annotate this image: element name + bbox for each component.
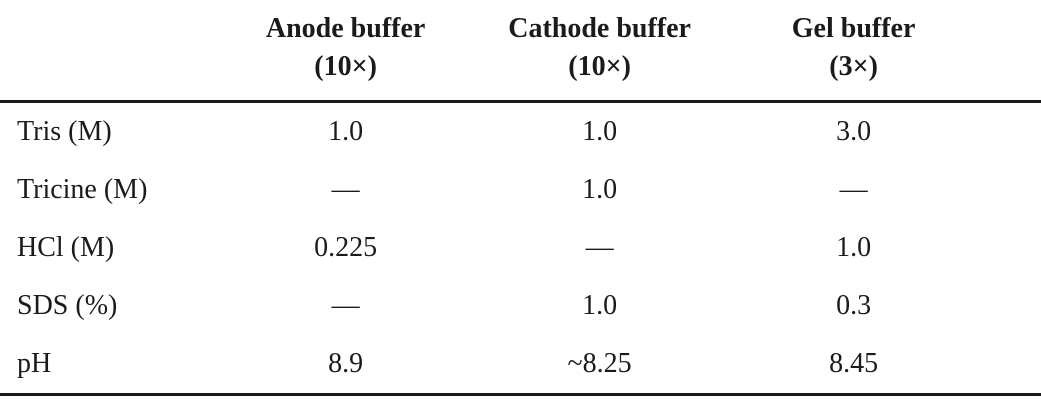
column-header-line2: (10×): [568, 51, 631, 82]
table-row-hcl: HCl (M) 0.225 — 1.0: [0, 219, 1041, 277]
table-row-tris: Tris (M) 1.0 1.0 3.0: [0, 102, 1041, 162]
cell-value: 1.0: [582, 116, 618, 147]
column-header-line2: (3×): [829, 51, 878, 82]
spacer-cell: [981, 277, 1041, 335]
row-label: Tricine (M): [17, 174, 148, 205]
cell-value: 1.0: [328, 116, 364, 147]
cell-value: —: [839, 174, 868, 205]
header-spacer-cell: [981, 0, 1041, 102]
spacer-cell: [981, 102, 1041, 162]
cell-value: 1.0: [582, 290, 618, 321]
column-header-line2: (10×): [314, 51, 377, 82]
row-label: Tris (M): [17, 116, 112, 147]
table-row-ph: pH 8.9 ~8.25 8.45: [0, 335, 1041, 395]
cell-value: 0.3: [836, 290, 872, 321]
cell-value: 3.0: [836, 116, 872, 147]
spacer-cell: [981, 161, 1041, 219]
header-row: Anode buffer (10×) Cathode buffer (10×) …: [0, 0, 1041, 102]
column-header-line1: Gel buffer: [791, 13, 916, 44]
column-header-cathode: Cathode buffer (10×): [473, 0, 727, 102]
spacer-cell: [981, 335, 1041, 395]
column-header-anode: Anode buffer (10×): [219, 0, 473, 102]
column-header-line1: Anode buffer: [265, 13, 426, 44]
spacer-cell: [981, 219, 1041, 277]
cell-value: —: [331, 290, 360, 321]
table-row-tricine: Tricine (M) — 1.0 —: [0, 161, 1041, 219]
cell-value: 1.0: [836, 232, 872, 263]
cell-value: 8.45: [829, 348, 879, 379]
column-header-line1: Cathode buffer: [508, 13, 691, 44]
cell-value: —: [585, 232, 614, 263]
cell-value: ~8.25: [567, 348, 632, 379]
table-row-sds: SDS (%) — 1.0 0.3: [0, 277, 1041, 335]
cell-value: —: [331, 174, 360, 205]
column-header-gel: Gel buffer (3×): [727, 0, 981, 102]
row-label: SDS (%): [17, 290, 118, 321]
cell-value: 8.9: [328, 348, 364, 379]
row-label: HCl (M): [17, 232, 115, 263]
row-label: pH: [17, 348, 52, 379]
cell-value: 0.225: [314, 232, 378, 263]
cell-value: 1.0: [582, 174, 618, 205]
header-empty-cell: [0, 0, 219, 102]
